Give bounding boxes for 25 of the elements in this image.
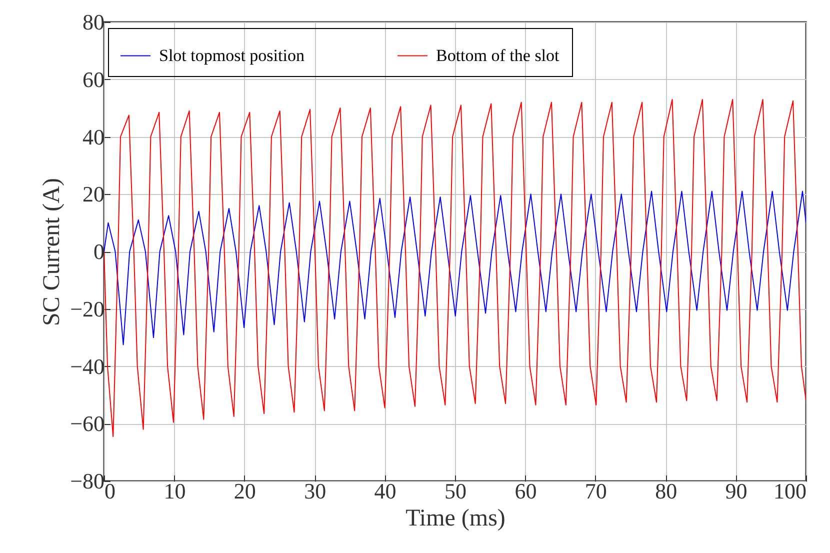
y-tick-label: −60: [70, 411, 104, 436]
y-tick-label: −80: [70, 468, 104, 494]
y-tick-label: 80: [82, 10, 104, 34]
x-tick-label: 60: [514, 478, 537, 504]
x-tick-label: 50: [444, 478, 466, 504]
y-tick-label: 40: [82, 124, 104, 150]
y-tick-label: −20: [70, 296, 104, 322]
x-tick-label: 70: [584, 478, 607, 504]
x-tick-label: 10: [164, 478, 186, 504]
y-tick-label: 0: [94, 239, 104, 264]
x-tick-label: 100: [774, 478, 806, 504]
legend-label: Slot topmost position: [159, 46, 305, 65]
y-tick-label: 20: [82, 182, 104, 207]
x-tick-label: 40: [374, 478, 396, 504]
line-series: [104, 190, 806, 346]
x-tick-label: 30: [304, 478, 326, 504]
line-series: [104, 98, 806, 438]
x-tick-label: 90: [725, 478, 748, 504]
y-axis-title: SC Current (A): [39, 178, 66, 326]
x-tick-label: 20: [234, 478, 256, 504]
legend-label: Bottom of the slot: [436, 46, 560, 65]
y-tick-label: 60: [82, 66, 104, 92]
x-axis-title: Time (ms): [406, 506, 506, 532]
x-tick-label: 80: [655, 478, 678, 504]
y-tick-label: −40: [70, 354, 104, 379]
